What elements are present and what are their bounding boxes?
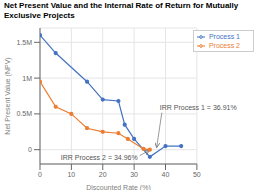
svg-text:30: 30 bbox=[130, 171, 138, 178]
svg-text:0.5M: 0.5M bbox=[16, 110, 32, 117]
svg-text:1M: 1M bbox=[22, 75, 32, 82]
svg-text:0: 0 bbox=[28, 146, 32, 153]
svg-text:20: 20 bbox=[99, 171, 107, 178]
svg-text:0: 0 bbox=[38, 171, 42, 178]
html-text:Process 1: Process 1 bbox=[208, 33, 240, 40]
svg-text:1.5M: 1.5M bbox=[16, 39, 32, 46]
html-text:Process 2: Process 2 bbox=[208, 42, 240, 50]
svg-text:Net Present Value (NPV): Net Present Value (NPV) bbox=[8, 57, 12, 134]
html-text:Net Present Value and the Inte: Net Present Value and the Internal Rate … bbox=[4, 1, 239, 20]
svg-text:10: 10 bbox=[67, 171, 75, 178]
svg-text:40: 40 bbox=[162, 171, 170, 178]
svg-text:IRR Process 1 = 36.91%: IRR Process 1 = 36.91% bbox=[160, 104, 237, 111]
svg-text:50: 50 bbox=[193, 171, 201, 178]
svg-text:Discounted Rate (%): Discounted Rate (%) bbox=[86, 184, 151, 190]
svg-text:IRR Process 2 = 34.96%: IRR Process 2 = 34.96% bbox=[61, 154, 138, 161]
